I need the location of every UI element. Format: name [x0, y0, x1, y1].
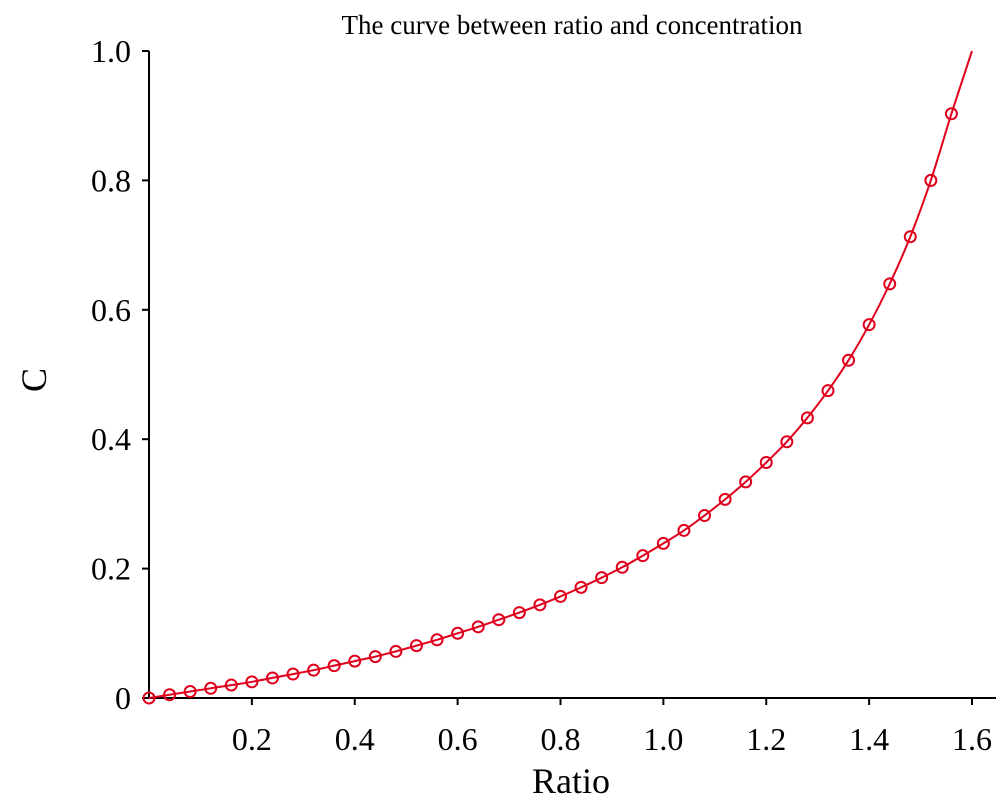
data-point — [821, 384, 835, 398]
data-point — [471, 620, 485, 634]
data-point — [944, 107, 958, 121]
data-point — [862, 318, 876, 332]
data-point — [224, 678, 238, 692]
data-point — [677, 523, 691, 537]
y-axis-label: C — [14, 368, 54, 392]
data-point — [204, 681, 218, 695]
data-point — [615, 560, 629, 574]
data-point — [430, 633, 444, 647]
data-point — [265, 671, 279, 685]
data-point — [842, 353, 856, 367]
x-axis-ticks: 0.2 0.4 0.6 0.8 1.0 1.2 1.4 1.6 — [232, 698, 992, 757]
x-tick-label: 1.2 — [746, 721, 786, 757]
y-tick-label: 0.8 — [91, 162, 131, 198]
y-tick-label: 0.2 — [91, 551, 131, 587]
data-point — [409, 639, 423, 653]
data-point — [142, 691, 156, 705]
data-point — [883, 277, 897, 291]
data-point — [698, 509, 712, 523]
data-point — [163, 688, 177, 702]
data-point — [739, 475, 753, 489]
data-point — [574, 580, 588, 594]
data-point — [389, 644, 403, 658]
y-tick-label: 0.6 — [91, 292, 131, 328]
data-point — [183, 685, 197, 699]
data-point — [554, 589, 567, 603]
chart-title: The curve between ratio and concentratio… — [341, 10, 803, 40]
x-axis-label: Ratio — [532, 761, 610, 801]
x-tick-label: 0.8 — [541, 721, 581, 757]
data-point — [368, 650, 382, 664]
data-point — [512, 606, 526, 620]
x-tick-label: 1.6 — [952, 721, 992, 757]
data-point — [595, 571, 609, 585]
data-point — [451, 626, 465, 640]
data-point — [924, 173, 938, 187]
x-tick-label: 0.6 — [438, 721, 478, 757]
data-point — [307, 663, 321, 677]
data-point — [718, 492, 732, 506]
y-tick-label: 0.4 — [91, 421, 131, 457]
data-point — [245, 675, 259, 689]
x-tick-label: 0.4 — [335, 721, 375, 757]
data-point — [327, 659, 341, 673]
y-axis-ticks: 0 0.2 0.4 0.6 0.8 1.0 — [91, 33, 149, 716]
axes — [148, 51, 996, 699]
data-point — [780, 435, 794, 449]
x-tick-label: 1.4 — [849, 721, 889, 757]
data-point — [286, 667, 300, 681]
data-point — [656, 536, 670, 550]
data-point — [492, 613, 506, 627]
data-point — [800, 411, 814, 425]
data-point — [636, 549, 650, 563]
y-tick-label: 0 — [115, 680, 131, 716]
data-point — [903, 230, 917, 244]
data-point — [533, 598, 547, 612]
data-point — [759, 455, 773, 469]
x-tick-label: 0.2 — [232, 721, 272, 757]
y-tick-label: 1.0 — [91, 33, 131, 69]
data-point — [348, 654, 362, 668]
data-markers — [142, 107, 958, 705]
x-tick-label: 1.0 — [643, 721, 683, 757]
